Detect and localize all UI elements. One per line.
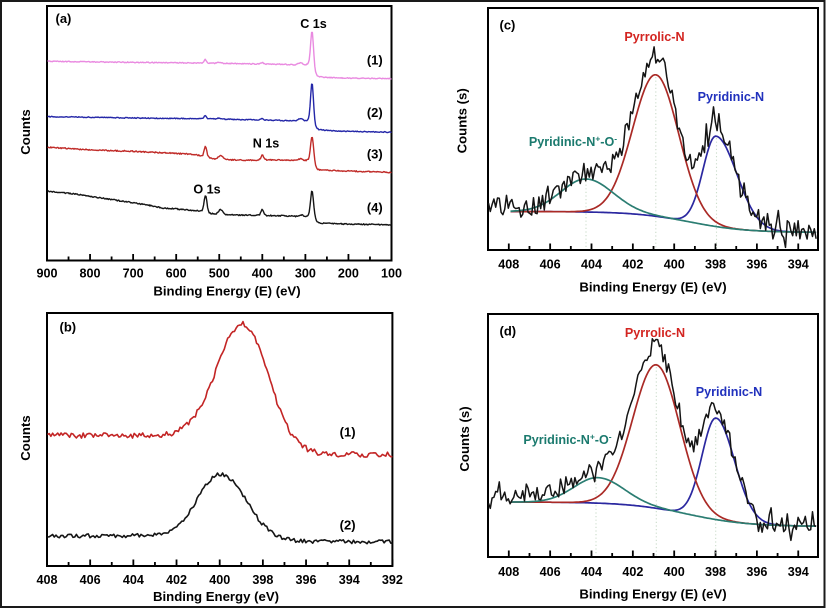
svg-text:394: 394 (788, 565, 809, 579)
svg-text:Pyrrolic-N: Pyrrolic-N (624, 30, 684, 44)
svg-text:C 1s: C 1s (300, 17, 327, 31)
svg-text:Counts (s): Counts (s) (455, 88, 470, 153)
svg-text:398: 398 (705, 565, 726, 579)
svg-text:(4): (4) (367, 200, 383, 215)
svg-text:404: 404 (123, 573, 144, 587)
svg-text:Pyridinic-N+-O-: Pyridinic-N+-O- (523, 432, 611, 448)
svg-text:(1): (1) (340, 425, 356, 440)
svg-text:400: 400 (664, 565, 685, 579)
svg-text:Binding Energy (E) (eV): Binding Energy (E) (eV) (579, 280, 726, 295)
svg-text:O 1s: O 1s (193, 183, 220, 197)
svg-text:Pyridinic-N: Pyridinic-N (698, 90, 764, 104)
svg-text:394: 394 (339, 573, 360, 587)
svg-text:400: 400 (209, 573, 230, 587)
svg-text:396: 396 (746, 258, 767, 272)
svg-text:404: 404 (581, 565, 602, 579)
svg-text:408: 408 (36, 573, 57, 587)
svg-text:408: 408 (498, 258, 519, 272)
svg-text:500: 500 (209, 267, 230, 281)
svg-text:Binding Energy (E) (eV): Binding Energy (E) (eV) (153, 284, 300, 299)
svg-text:396: 396 (296, 573, 317, 587)
svg-text:402: 402 (622, 258, 643, 272)
svg-text:Pyridinic-N+-O-: Pyridinic-N+-O- (529, 134, 617, 150)
svg-text:700: 700 (123, 267, 144, 281)
svg-text:N 1s: N 1s (253, 137, 280, 151)
svg-text:400: 400 (252, 267, 273, 281)
svg-text:(a): (a) (56, 11, 72, 26)
svg-text:406: 406 (540, 258, 561, 272)
svg-text:398: 398 (252, 573, 273, 587)
svg-text:Counts (s): Counts (s) (457, 406, 472, 471)
svg-text:(c): (c) (500, 18, 516, 33)
svg-text:406: 406 (540, 565, 561, 579)
svg-text:Binding Energy (eV): Binding Energy (eV) (153, 589, 279, 604)
svg-text:402: 402 (622, 565, 643, 579)
svg-text:404: 404 (581, 258, 602, 272)
svg-text:(3): (3) (367, 146, 383, 161)
svg-text:(2): (2) (340, 518, 356, 533)
svg-text:(1): (1) (367, 52, 383, 67)
svg-text:800: 800 (80, 267, 101, 281)
svg-text:200: 200 (338, 267, 359, 281)
svg-text:398: 398 (705, 258, 726, 272)
svg-text:(d): (d) (500, 324, 517, 339)
svg-text:(b): (b) (60, 320, 77, 335)
svg-text:300: 300 (295, 267, 316, 281)
svg-text:406: 406 (80, 573, 101, 587)
svg-text:100: 100 (381, 267, 402, 281)
svg-text:600: 600 (166, 267, 187, 281)
svg-text:Pyrrolic-N: Pyrrolic-N (625, 326, 685, 340)
svg-text:396: 396 (746, 565, 767, 579)
svg-text:402: 402 (166, 573, 187, 587)
svg-text:Counts: Counts (18, 415, 33, 460)
svg-text:900: 900 (36, 267, 57, 281)
svg-text:394: 394 (788, 258, 809, 272)
svg-text:(2): (2) (367, 105, 383, 120)
svg-text:Binding Energy (E) (eV): Binding Energy (E) (eV) (579, 587, 726, 602)
svg-text:392: 392 (382, 573, 403, 587)
svg-text:Counts: Counts (18, 109, 33, 154)
svg-text:Pyridinic-N: Pyridinic-N (696, 385, 762, 399)
svg-text:408: 408 (498, 565, 519, 579)
svg-text:400: 400 (664, 258, 685, 272)
